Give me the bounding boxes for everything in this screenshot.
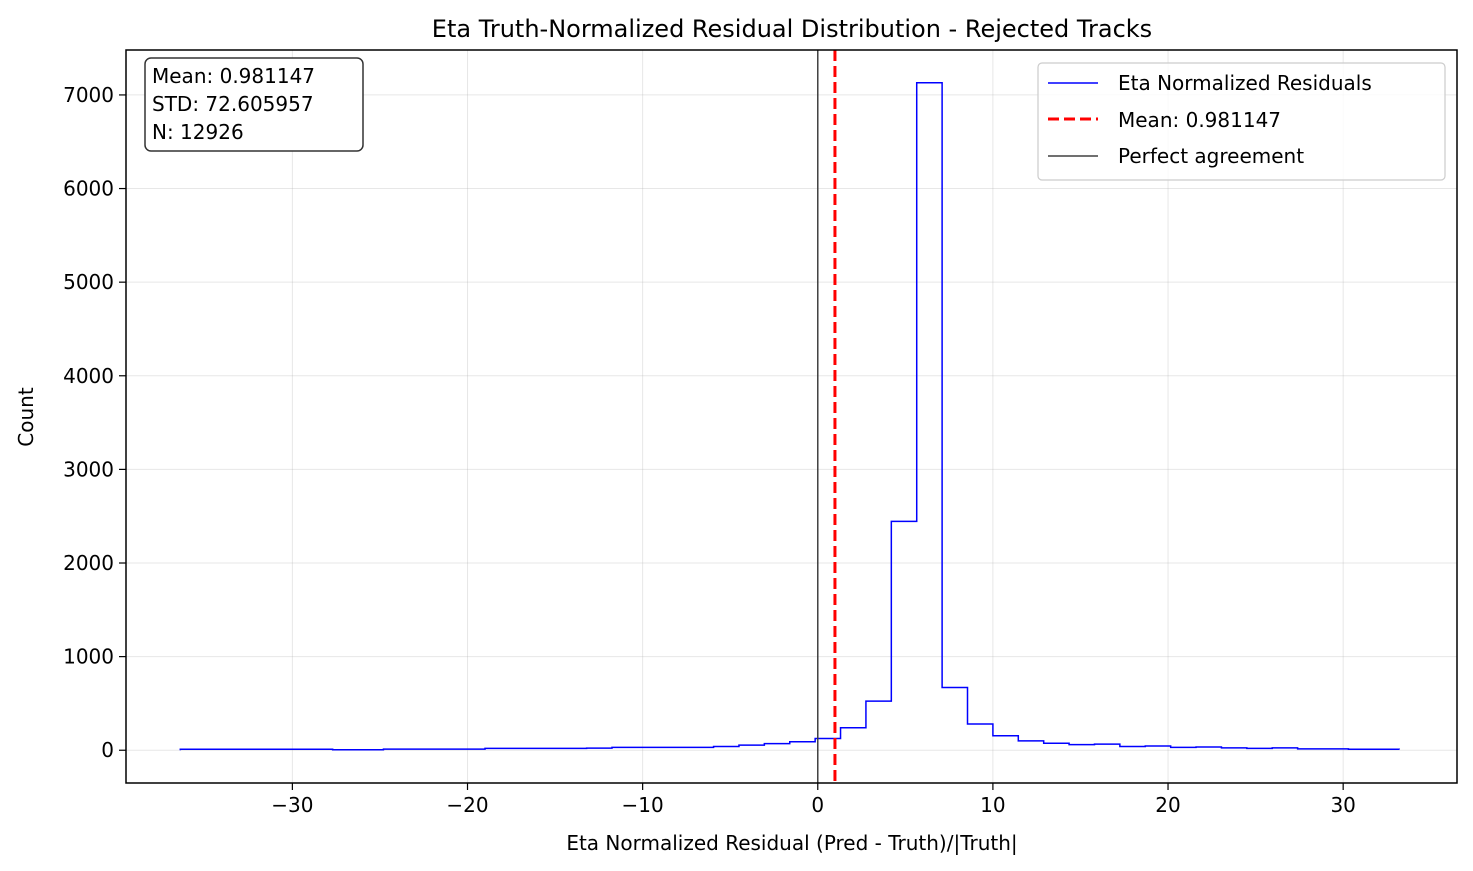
legend: Eta Normalized Residuals Mean: 0.981147 … xyxy=(1037,62,1446,181)
chart-title: Eta Truth-Normalized Residual Distributi… xyxy=(432,15,1152,43)
x-tick-label: −20 xyxy=(446,793,488,817)
y-tick-label: 6000 xyxy=(63,177,114,201)
y-tick-label: 4000 xyxy=(63,364,114,388)
x-tick-label: 10 xyxy=(980,793,1005,817)
y-tick-label: 0 xyxy=(101,738,114,762)
stats-std: STD: 72.605957 xyxy=(152,92,314,116)
x-tick-label: 20 xyxy=(1155,793,1180,817)
y-tick-label: 1000 xyxy=(63,645,114,669)
y-axis-ticks: 0 1000 2000 3000 4000 5000 6000 7000 xyxy=(63,83,126,762)
x-axis-ticks: −30 −20 −10 0 10 20 30 xyxy=(271,783,1356,817)
legend-label-perfect: Perfect agreement xyxy=(1118,144,1304,168)
legend-label-residuals: Eta Normalized Residuals xyxy=(1118,71,1372,95)
x-tick-label: 0 xyxy=(811,793,824,817)
x-tick-label: −30 xyxy=(271,793,313,817)
y-tick-label: 5000 xyxy=(63,270,114,294)
plot-area xyxy=(179,50,1400,783)
x-tick-label: 30 xyxy=(1330,793,1355,817)
y-axis-label: Count xyxy=(14,387,38,447)
axes-frame xyxy=(125,49,1458,784)
x-axis-label: Eta Normalized Residual (Pred - Truth)/|… xyxy=(566,831,1017,855)
stats-box-frame xyxy=(144,57,364,152)
y-tick-label: 3000 xyxy=(63,457,114,481)
stats-box: Mean: 0.981147 STD: 72.605957 N: 12926 xyxy=(144,57,364,152)
x-tick-label: −10 xyxy=(622,793,664,817)
y-tick-label: 7000 xyxy=(63,83,114,107)
legend-label-mean: Mean: 0.981147 xyxy=(1118,108,1281,132)
histogram-step-line xyxy=(179,82,1400,751)
legend-frame xyxy=(1037,62,1446,181)
stats-mean: Mean: 0.981147 xyxy=(152,64,315,88)
stats-n: N: 12926 xyxy=(152,120,244,144)
y-tick-label: 2000 xyxy=(63,551,114,575)
